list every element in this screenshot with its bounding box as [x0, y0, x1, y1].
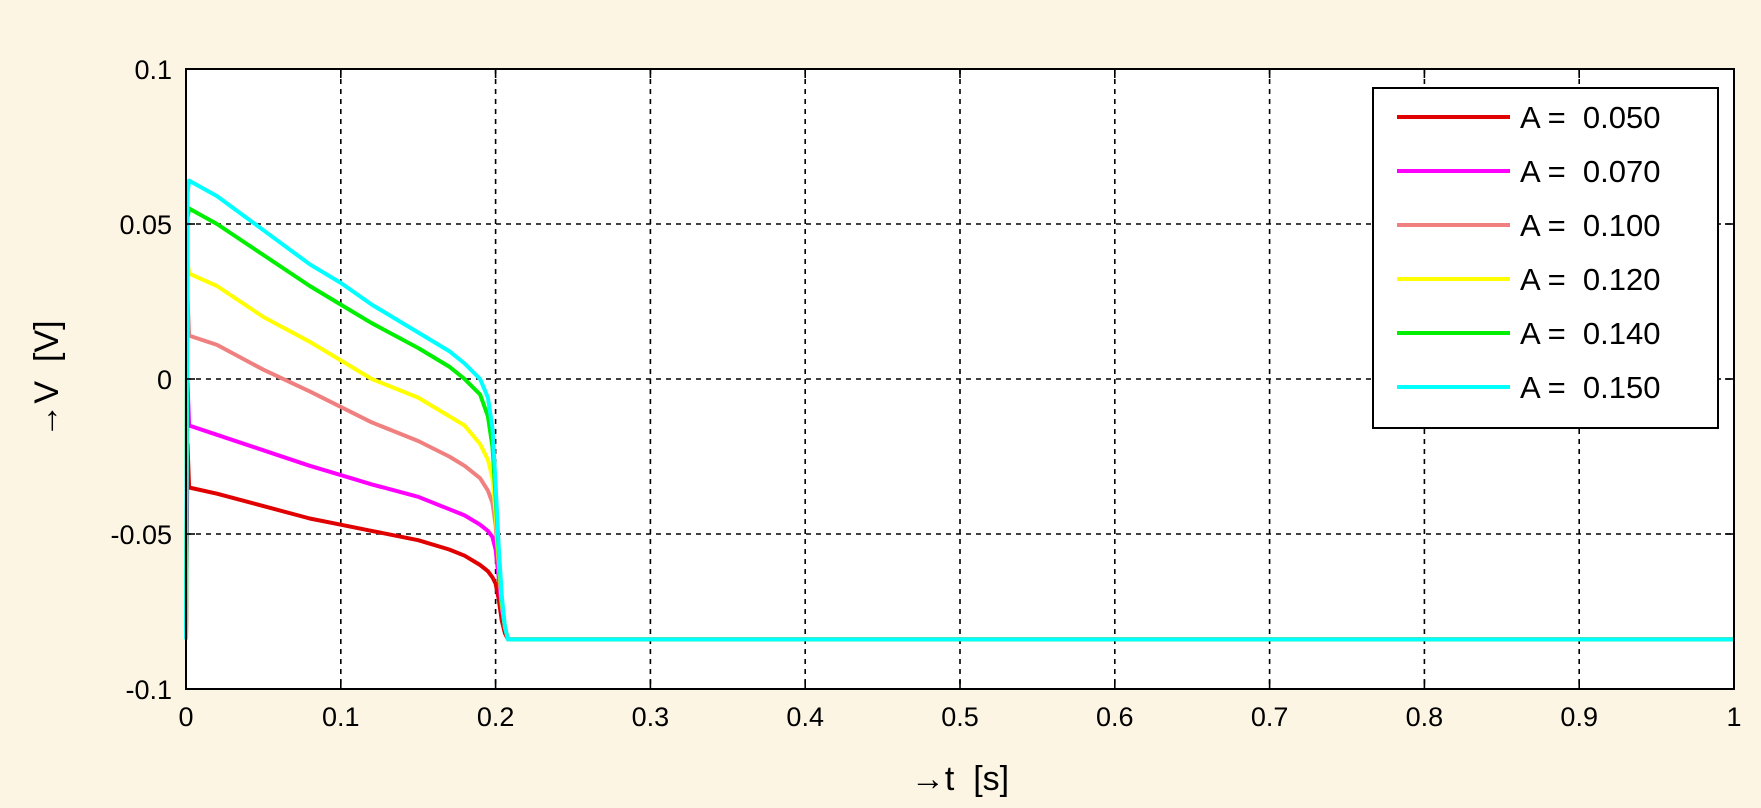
x-tick-label: 0.9 [1560, 702, 1598, 732]
y-axis-label: →V [V] [28, 320, 66, 437]
x-tick-label: 0.1 [322, 702, 360, 732]
legend-label-5: A = 0.140 [1520, 316, 1660, 351]
x-tick-label: 0.5 [941, 702, 979, 732]
x-tick-label: 0.4 [786, 702, 824, 732]
x-axis-label: →t [s] [911, 760, 1009, 798]
y-tick-label: 0.1 [134, 55, 172, 85]
y-tick-label: -0.1 [125, 675, 172, 705]
y-tick-label: 0 [157, 365, 172, 395]
x-tick-labels: 0 0.1 0.2 0.3 0.4 0.5 0.6 0.7 0.8 0.9 1 [178, 702, 1741, 732]
x-tick-label: 0.3 [632, 702, 670, 732]
x-tick-label: 0.7 [1251, 702, 1289, 732]
legend-label-2: A = 0.070 [1520, 154, 1660, 189]
legend-label-4: A = 0.120 [1520, 262, 1660, 297]
tick-marks [185, 68, 1735, 690]
legend-label-3: A = 0.100 [1520, 208, 1660, 243]
series-layer [184, 178, 1734, 642]
series-line-6 [184, 178, 1734, 642]
legend-box [1372, 87, 1719, 429]
legend-label-1: A = 0.050 [1520, 100, 1660, 135]
x-tick-label: 1 [1726, 702, 1741, 732]
legend: A = 0.050 A = 0.070 A = 0.100 A = 0.120 A = … [1372, 87, 1719, 429]
y-tick-label: 0.05 [119, 210, 172, 240]
legend-label-6: A = 0.150 [1520, 370, 1660, 405]
x-tick-label: 0 [178, 702, 193, 732]
y-tick-labels: -0.1 -0.05 0 0.05 0.1 [110, 55, 172, 705]
y-tick-label: -0.05 [110, 520, 172, 550]
x-tick-label: 0.2 [477, 702, 515, 732]
x-tick-label: 0.6 [1096, 702, 1134, 732]
x-tick-label: 0.8 [1406, 702, 1444, 732]
